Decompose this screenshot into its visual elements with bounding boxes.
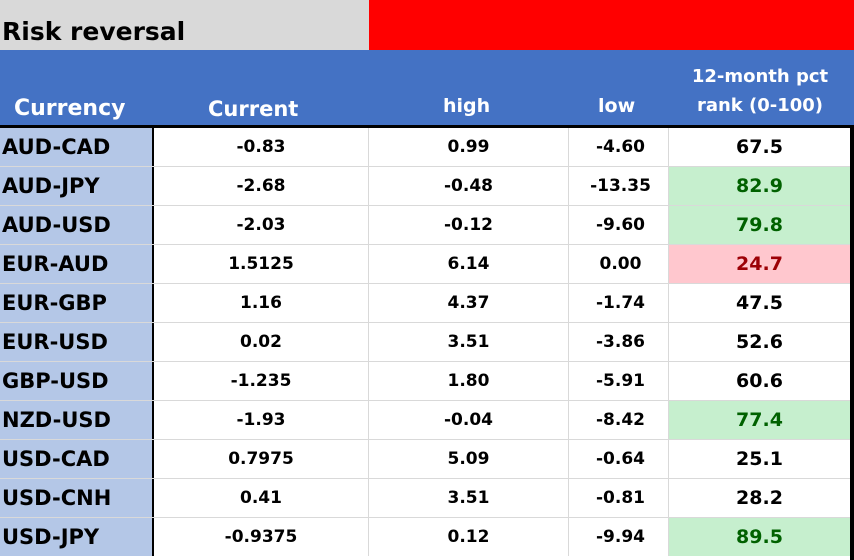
- table-row: EUR-AUD 1.5125 6.14 0.00 24.7: [0, 245, 854, 284]
- current-cell: -2.03: [236, 215, 286, 235]
- low-cell: -3.86: [568, 323, 668, 361]
- table-body: AUD-CAD -0.83 0.99 -4.60 67.5 AUD-JPY -2.68 -0.…: [0, 128, 854, 557]
- header-high: high: [443, 95, 491, 117]
- table-row: NZD-USD -1.93 -0.04 -8.42 77.4: [0, 401, 854, 440]
- currency-cell: EUR-GBP: [0, 284, 154, 322]
- rank-cell: 82.9: [668, 167, 850, 205]
- title-bar: Risk reversal: [0, 0, 854, 50]
- current-cell: -0.9375: [224, 527, 298, 547]
- current-cell: -1.93: [236, 410, 286, 430]
- rank-cell: 89.5: [668, 518, 850, 556]
- table-row: AUD-USD -2.03 -0.12 -9.60 79.8: [0, 206, 854, 245]
- table-row: EUR-GBP 1.16 4.37 -1.74 47.5: [0, 284, 854, 323]
- table-right-border: [850, 128, 854, 560]
- low-cell: -1.74: [568, 284, 668, 322]
- header-low: low: [598, 95, 636, 117]
- header-rank: 12-month pct rank (0-100): [672, 62, 848, 120]
- table-row: USD-CAD 0.7975 5.09 -0.64 25.1: [0, 440, 854, 479]
- high-cell: 6.14: [368, 245, 568, 283]
- table-header: Currency Current high low 12-month pct r…: [0, 50, 854, 128]
- header-rank-line2: rank (0-100): [696, 95, 824, 116]
- high-cell: 3.51: [368, 479, 568, 517]
- currency-cell: GBP-USD: [0, 362, 154, 400]
- current-cell: -1.235: [230, 371, 292, 391]
- current-cell: 1.5125: [228, 254, 294, 274]
- table-row: GBP-USD -1.235 1.80 -5.91 60.6: [0, 362, 854, 401]
- current-cell: 0.02: [240, 332, 282, 352]
- current-cell: 0.41: [240, 488, 282, 508]
- high-cell: -0.12: [368, 206, 568, 244]
- rank-cell: 28.2: [668, 479, 850, 517]
- currency-cell: USD-CNH: [0, 479, 154, 517]
- current-cell: 0.7975: [228, 449, 294, 469]
- rank-cell: 52.6: [668, 323, 850, 361]
- currency-cell: NZD-USD: [0, 401, 154, 439]
- header-current: Current: [208, 97, 299, 121]
- high-cell: 0.12: [368, 518, 568, 556]
- currency-cell: AUD-JPY: [0, 167, 154, 205]
- low-cell: -9.94: [568, 518, 668, 556]
- title-cell: Risk reversal: [0, 0, 369, 50]
- table-row: AUD-JPY -2.68 -0.48 -13.35 82.9: [0, 167, 854, 206]
- currency-cell: AUD-CAD: [0, 128, 154, 166]
- rank-cell: 77.4: [668, 401, 850, 439]
- low-cell: -8.42: [568, 401, 668, 439]
- high-cell: -0.04: [368, 401, 568, 439]
- table-row: USD-JPY -0.9375 0.12 -9.94 89.5: [0, 518, 854, 557]
- table-row: USD-CNH 0.41 3.51 -0.81 28.2: [0, 479, 854, 518]
- current-cell: 1.16: [240, 293, 282, 313]
- rank-cell: 47.5: [668, 284, 850, 322]
- table-row: AUD-CAD -0.83 0.99 -4.60 67.5: [0, 128, 854, 167]
- low-cell: -4.60: [568, 128, 668, 166]
- rank-cell: 60.6: [668, 362, 850, 400]
- currency-cell: USD-CAD: [0, 440, 154, 478]
- header-currency: Currency: [14, 96, 126, 121]
- low-cell: -5.91: [568, 362, 668, 400]
- currency-cell: EUR-AUD: [0, 245, 154, 283]
- high-cell: 1.80: [368, 362, 568, 400]
- currency-cell: USD-JPY: [0, 518, 154, 556]
- rank-cell: 25.1: [668, 440, 850, 478]
- low-cell: -0.64: [568, 440, 668, 478]
- rank-cell: 67.5: [668, 128, 850, 166]
- currency-cell: EUR-USD: [0, 323, 154, 361]
- rank-cell: 24.7: [668, 245, 850, 283]
- high-cell: 5.09: [368, 440, 568, 478]
- current-cell: -0.83: [236, 137, 286, 157]
- table-row: EUR-USD 0.02 3.51 -3.86 52.6: [0, 323, 854, 362]
- table-title: Risk reversal: [2, 17, 186, 46]
- rank-cell: 79.8: [668, 206, 850, 244]
- red-banner: [369, 0, 854, 50]
- high-cell: 0.99: [368, 128, 568, 166]
- current-cell: -2.68: [236, 176, 286, 196]
- high-cell: -0.48: [368, 167, 568, 205]
- low-cell: 0.00: [568, 245, 668, 283]
- header-rank-line1: 12-month pct: [691, 66, 829, 87]
- high-cell: 3.51: [368, 323, 568, 361]
- currency-cell: AUD-USD: [0, 206, 154, 244]
- high-cell: 4.37: [368, 284, 568, 322]
- low-cell: -0.81: [568, 479, 668, 517]
- low-cell: -9.60: [568, 206, 668, 244]
- low-cell: -13.35: [568, 167, 668, 205]
